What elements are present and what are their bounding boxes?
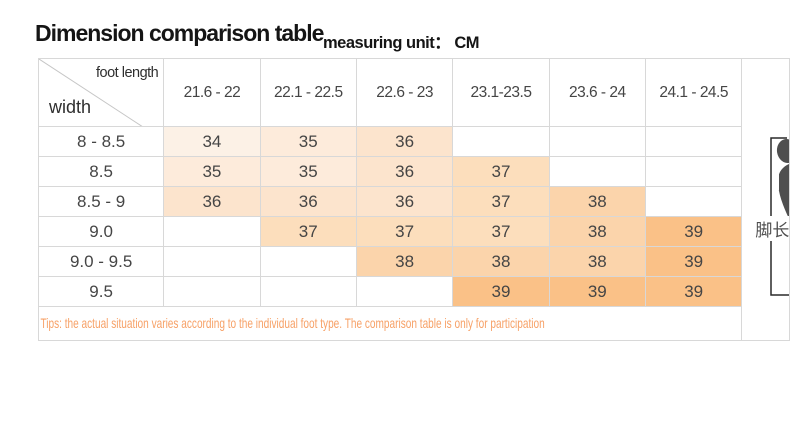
size-cell <box>548 126 646 157</box>
table-row: 9.5 39 39 39 <box>37 276 790 307</box>
size-cell: 35 <box>163 156 261 187</box>
tip-cell: Tips: the actual situation varies accord… <box>37 306 743 341</box>
size-cell <box>644 126 743 157</box>
table-row: 9.0 - 9.5 38 38 38 39 <box>37 246 790 277</box>
size-cell: 39 <box>452 276 550 307</box>
col-header: 23.1-23.5 <box>452 58 550 127</box>
size-cell: 36 <box>163 186 261 217</box>
size-cell <box>163 216 261 247</box>
size-cell <box>163 276 261 307</box>
size-cell: 37 <box>452 156 550 187</box>
tip-text: Tips: the actual situation varies accord… <box>40 314 545 331</box>
size-cell: 39 <box>644 216 743 247</box>
size-cell: 39 <box>644 246 743 277</box>
size-cell <box>452 126 550 157</box>
size-cell: 38 <box>452 246 550 277</box>
size-cell <box>644 156 743 187</box>
corner-cell: foot length width <box>37 58 165 127</box>
col-header: 21.6 - 22 <box>163 58 261 127</box>
header-row: foot length width 21.6 - 22 22.1 - 22.5 … <box>37 58 790 341</box>
size-cell <box>548 156 646 187</box>
col-header: 23.6 - 24 <box>548 58 646 127</box>
size-cell: 39 <box>548 276 646 307</box>
size-cell: 35 <box>259 126 357 157</box>
table-row: 8 - 8.5 34 35 36 <box>37 126 790 157</box>
size-cell: 37 <box>452 216 550 247</box>
size-cell: 39 <box>644 276 743 307</box>
size-cell: 36 <box>355 186 454 217</box>
size-cell <box>355 276 454 307</box>
width-row-label: 9.0 - 9.5 <box>37 246 165 277</box>
width-row-label: 9.0 <box>37 216 165 247</box>
size-cell: 37 <box>452 186 550 217</box>
measuring-unit-label: measuring unit： CM <box>323 34 480 52</box>
col-header: 22.6 - 23 <box>355 58 454 127</box>
width-row-label: 8 - 8.5 <box>37 126 165 157</box>
foot-length-label: 脚长 <box>754 216 789 241</box>
size-cell: 37 <box>355 216 454 247</box>
table-row: 8.5 35 35 36 37 <box>37 156 790 187</box>
size-comparison-table: foot length width 21.6 - 22 22.1 - 22.5 … <box>37 58 790 341</box>
table-row: 9.0 37 37 37 38 39 <box>37 216 790 247</box>
width-row-label: 8.5 - 9 <box>37 186 165 217</box>
diagonal-divider <box>39 59 142 126</box>
width-row-label: 9.5 <box>37 276 165 307</box>
col-header: 22.1 - 22.5 <box>259 58 357 127</box>
size-cell <box>163 246 261 277</box>
corner-label-foot-length: foot length <box>96 65 159 81</box>
size-cell: 35 <box>259 156 357 187</box>
size-cell: 38 <box>548 216 646 247</box>
size-cell: 36 <box>259 186 357 217</box>
size-cell: 36 <box>355 156 454 187</box>
table-row: 8.5 - 9 36 36 36 37 38 <box>37 186 790 217</box>
size-cell <box>644 186 743 217</box>
page-title: Dimension comparison table <box>35 20 324 46</box>
size-cell: 37 <box>259 216 357 247</box>
corner-label-width: width <box>49 97 92 117</box>
size-cell <box>259 246 357 277</box>
col-header: 24.1 - 24.5 <box>644 58 743 127</box>
foot-diagram-cell: 脚掌宽 脚长 <box>741 58 790 341</box>
size-cell <box>259 276 357 307</box>
width-row-label: 8.5 <box>37 156 165 187</box>
size-cell: 36 <box>355 126 454 157</box>
tip-row: Tips: the actual situation varies accord… <box>37 306 790 341</box>
size-cell: 38 <box>548 246 646 277</box>
size-cell: 34 <box>163 126 261 157</box>
size-cell: 38 <box>548 186 646 217</box>
size-cell: 38 <box>355 246 454 277</box>
